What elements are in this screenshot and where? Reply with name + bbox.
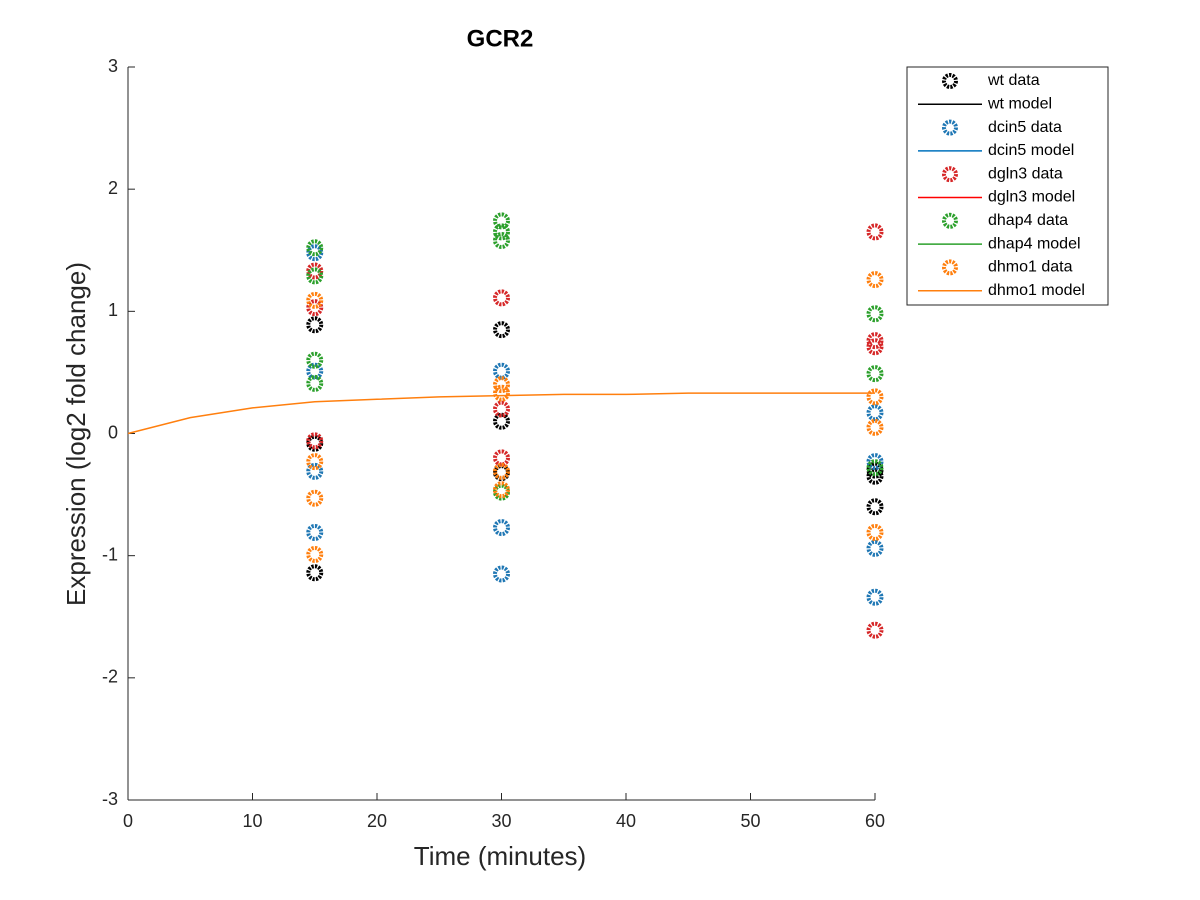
y-tick-label: -1 <box>102 544 118 564</box>
y-tick-label: 1 <box>108 300 118 320</box>
data-point <box>306 239 324 257</box>
data-point <box>306 362 324 380</box>
legend-label: dhap4 data <box>988 212 1068 229</box>
legend-label: dhmo1 model <box>988 282 1085 299</box>
data-point <box>866 332 884 350</box>
y-tick-label: -2 <box>102 667 118 687</box>
data-point <box>493 321 510 339</box>
legend-entry: dgln3 data <box>942 165 1063 183</box>
data-point <box>493 462 510 480</box>
data-point <box>866 418 884 436</box>
legend-label: wt model <box>987 96 1052 113</box>
legend-entry: dhmo1 data <box>942 259 1073 276</box>
data-point <box>306 432 324 450</box>
data-point <box>866 461 884 479</box>
legend-label: wt data <box>987 72 1040 89</box>
plot-area <box>127 212 884 639</box>
legend-marker <box>942 119 958 136</box>
data-point <box>306 545 324 563</box>
data-point <box>306 316 324 334</box>
data-point <box>493 231 510 249</box>
data-point <box>306 489 324 507</box>
legend-entry: dcin5 data <box>942 119 1062 136</box>
legend-box <box>906 66 1109 306</box>
y-axis-label: Expression (log2 fold change) <box>61 262 91 606</box>
legend-entry: dhap4 data <box>942 212 1068 229</box>
data-point <box>866 271 884 289</box>
data-point <box>306 434 324 452</box>
legend-entry: dhap4 model <box>918 235 1081 252</box>
data-point <box>866 539 884 557</box>
data-point <box>866 453 884 471</box>
data-point <box>493 519 510 537</box>
data-point <box>866 404 884 422</box>
data-point <box>866 498 884 516</box>
data-point <box>493 376 510 394</box>
legend-label: dgln3 model <box>988 189 1075 206</box>
x-axis-label: Time (minutes) <box>414 841 586 871</box>
model-line <box>127 392 875 435</box>
y-tick-label: 0 <box>108 422 118 442</box>
x-tick-label: 50 <box>740 811 760 831</box>
data-point <box>493 362 510 380</box>
x-tick-label: 30 <box>491 811 511 831</box>
data-point <box>306 564 324 582</box>
legend-marker <box>942 259 958 276</box>
y-tick-label: -3 <box>102 789 118 809</box>
legend-marker <box>942 212 958 229</box>
data-point <box>306 351 324 369</box>
data-point <box>493 481 510 499</box>
chart-title: GCR2 <box>467 25 534 52</box>
x-tick-label: 20 <box>367 811 387 831</box>
y-tick-label: 2 <box>108 178 118 198</box>
x-tick-label: 40 <box>616 811 636 831</box>
x-tick-label: 60 <box>865 811 885 831</box>
legend-entry: dhmo1 model <box>918 282 1085 299</box>
data-point <box>306 291 324 309</box>
data-point <box>866 588 884 606</box>
data-point <box>493 384 510 402</box>
legend-label: dcin5 data <box>988 119 1062 136</box>
data-point <box>866 467 884 485</box>
legend-marker <box>942 166 958 183</box>
legend-entry: dgln3 model <box>918 189 1075 206</box>
legend-entry: wt data <box>942 72 1040 89</box>
data-point <box>493 449 510 467</box>
legend-label: dhap4 model <box>988 235 1081 252</box>
data-point <box>306 374 324 392</box>
legend-entry: dcin5 model <box>918 142 1074 159</box>
data-point <box>493 212 510 230</box>
data-point <box>866 388 884 406</box>
x-tick-label: 0 <box>123 811 133 831</box>
data-point <box>493 565 510 583</box>
legend-marker <box>942 73 958 89</box>
data-point <box>866 523 884 541</box>
legend-label: dcin5 model <box>988 142 1074 159</box>
data-point <box>866 338 884 356</box>
y-tick-label: 3 <box>108 56 118 76</box>
legend-entry: wt model <box>918 96 1052 113</box>
data-point <box>306 462 324 480</box>
data-point <box>306 523 324 541</box>
legend-label: dgln3 data <box>988 165 1063 182</box>
data-point <box>306 453 324 471</box>
legend-label: dhmo1 data <box>988 259 1073 276</box>
data-point <box>866 621 884 639</box>
legend: wt data wt model dcin5 data dcin5 model dgln… <box>906 66 1109 306</box>
data-point <box>306 267 324 285</box>
data-point <box>493 412 510 430</box>
data-point <box>493 400 510 418</box>
data-point <box>866 223 884 241</box>
data-point <box>493 483 510 501</box>
data-point <box>866 365 884 383</box>
data-point <box>493 223 510 241</box>
data-point <box>866 459 884 477</box>
data-point <box>493 289 510 307</box>
data-point <box>306 299 324 317</box>
x-tick-label: 10 <box>242 811 262 831</box>
data-point <box>866 305 884 323</box>
